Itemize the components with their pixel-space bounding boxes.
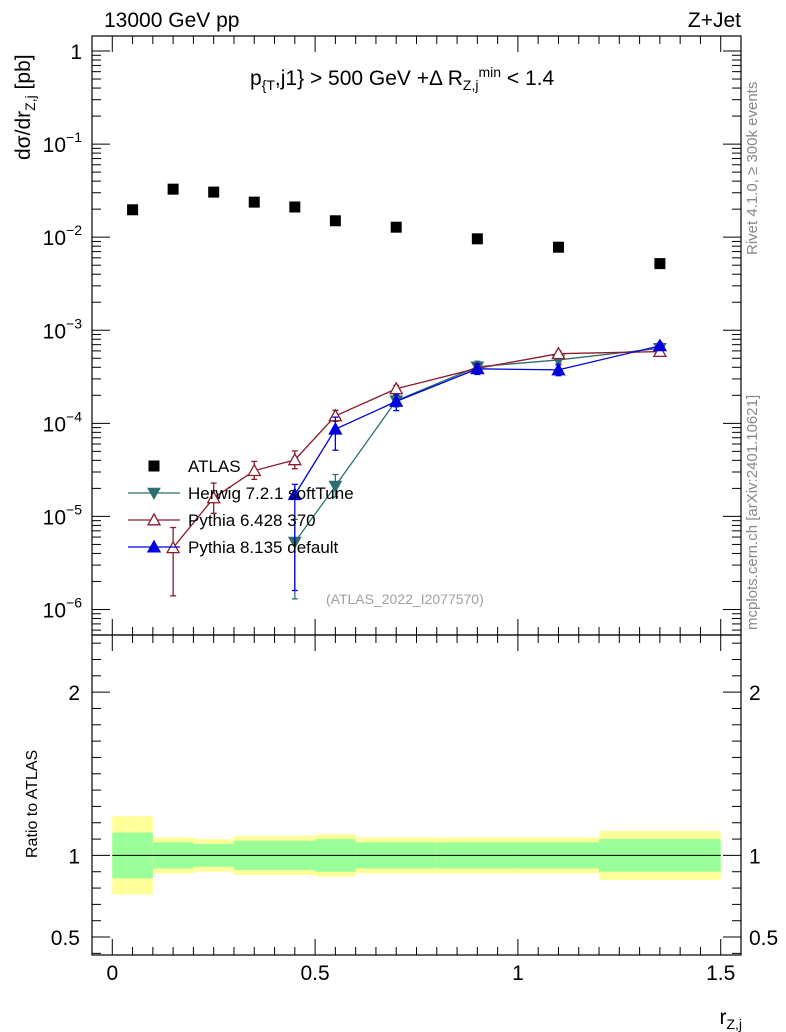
ratio-tick-label-left: 2 [68,682,80,705]
y-tick-label: 10−6 [43,594,83,622]
atlas-point [390,221,402,233]
series-point [206,490,221,504]
ratio-axis-label: Ratio to ATLAS [24,749,41,858]
series-layer [166,338,667,600]
y-tick-base: 10 [43,134,66,157]
series-point [328,421,343,435]
legend-marker [146,512,162,526]
legend-label: Herwig 7.2.1 softTune [188,484,354,503]
y-axis-label: dσ/drZ,j [pb] [12,54,39,160]
series-point [551,346,566,360]
cut-label: p{T,j1} > 500 GeV +Δ RZ,jmin < 1.4 [250,64,555,94]
y-tick-base: 10 [43,599,66,622]
legend-marker [147,487,161,501]
y-tick-label: 10−1 [43,129,83,157]
ratio-tick-label-right: 1 [749,845,761,868]
y-tick-label: 10−3 [43,315,83,343]
x-tick-label: 1 [512,962,524,985]
series-point [652,338,667,352]
x-tick-label: 0 [106,962,118,985]
series-point [551,362,566,376]
series-point [287,487,302,501]
y-tick-base: 10 [43,227,66,250]
y-tick-base: 10 [43,413,66,436]
atlas-point [289,201,301,213]
y-tick-exponent: −1 [66,129,82,145]
atlas-point [654,258,666,270]
y-tick-exponent: −5 [66,501,82,517]
series-1 [166,344,667,597]
atlas-point [167,183,179,195]
ratio-tick-label-left: 0.5 [51,927,80,950]
mcplots-label: mcplots.cern.ch [arXiv:2401.10621] [744,394,761,630]
y-tick-exponent: −3 [66,315,82,331]
ratio-tick-label-right: 2 [749,682,761,705]
y-tick-exponent: −4 [66,408,82,424]
ratio-tick-label-left: 1 [68,845,80,868]
y-tick-base: 10 [43,506,66,529]
legend: ATLAS Herwig 7.2.1 softTune Pythia 6.428 3… [128,457,354,557]
process-label: Z+Jet [687,9,741,32]
atlas-point [248,196,260,208]
series-point [470,361,485,375]
series-point [389,381,404,395]
x-axis-label: rZ,j [719,1006,742,1032]
energy-label: 13000 GeV pp [104,9,240,32]
legend-label: Pythia 6.428 370 [188,511,316,530]
series-point [389,394,404,407]
ratio-tick-label-right: 0.5 [749,927,778,950]
series-point [287,452,302,466]
series-2 [287,338,667,592]
y-tick-label: 1 [70,41,82,64]
y-tick-label: 10−2 [43,222,83,250]
legend-marker [146,539,162,553]
series-line [294,345,661,496]
atlas-point [471,233,483,245]
atlas-point [127,204,139,216]
series-point [328,480,343,494]
legend-label: Pythia 8.135 default [188,538,339,557]
atlas-point [552,241,564,253]
y-tick-label: 10−5 [43,501,83,529]
legend-label: ATLAS [188,457,241,476]
atlas-layer [127,183,666,270]
atlas-point [208,186,220,198]
legend-marker [148,460,160,472]
y-tick-label: 10−4 [43,408,83,436]
series-0 [287,342,667,600]
atlas-point [329,215,341,227]
ratio-frame [91,634,742,956]
y-tick-base: 1 [70,41,82,64]
series-point [247,463,262,477]
y-tick-exponent: −2 [66,222,82,238]
series-line [294,347,660,543]
rivet-label: Rivet 4.1.0, ≥ 300k events [744,81,761,255]
analysis-id-label: (ATLAS_2022_I2077570) [326,591,484,607]
x-tick-label: 1.5 [706,962,735,985]
y-tick-exponent: −6 [66,594,82,610]
x-tick-label: 0.5 [300,962,329,985]
y-tick-base: 10 [43,320,66,343]
